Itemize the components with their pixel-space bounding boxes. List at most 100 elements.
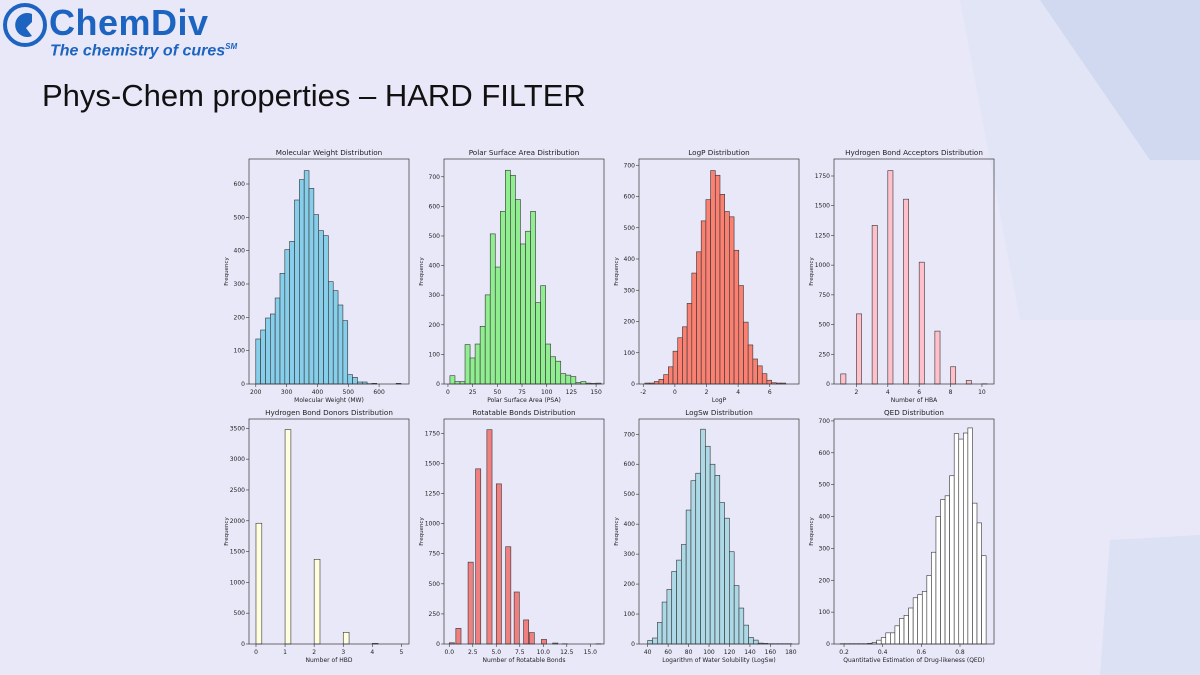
x-tick-label: 5.0 <box>491 649 501 656</box>
y-tick-label: 500 <box>624 225 636 232</box>
y-tick-label: 300 <box>429 292 441 299</box>
histogram-bar <box>303 170 310 385</box>
histogram-bar <box>289 241 295 385</box>
y-tick-label: 0 <box>436 381 440 388</box>
histogram-svg: Polar Surface Area Distribution 0 25 50 75 10… <box>419 148 605 404</box>
histogram-bar <box>672 350 679 385</box>
plot-frame <box>833 418 995 645</box>
x-tick-label: 0 <box>673 389 677 396</box>
x-tick-label: 4 <box>886 389 890 396</box>
histogram-bar <box>475 468 482 645</box>
y-tick-label: 0 <box>241 641 245 648</box>
chart-title: QED Distribution <box>884 408 944 417</box>
histogram-bar <box>255 522 263 645</box>
histogram-bar <box>903 615 909 645</box>
y-tick-label: 1000 <box>425 521 440 528</box>
x-tick-label: 10 <box>978 389 986 396</box>
histogram-bar <box>467 561 474 645</box>
y-tick-label: 500 <box>234 610 246 617</box>
chart-title: LogP Distribution <box>688 148 749 157</box>
x-tick-label: 120 <box>724 649 736 656</box>
histogram-bar <box>652 637 658 645</box>
plot-frame <box>443 418 605 645</box>
y-tick-label: 700 <box>624 431 636 438</box>
histogram-bar <box>464 344 471 385</box>
histogram-bar <box>279 273 286 385</box>
histogram-chart: LogP Distribution -2 0 2 4 6 0 100 200 300 400 500 6… <box>609 145 804 407</box>
histogram-chart: Polar Surface Area Distribution 0 25 50 75 10… <box>414 145 609 407</box>
y-tick-label: 1250 <box>425 491 440 498</box>
histogram-bar <box>958 438 964 645</box>
x-tick-label: 25 <box>469 389 477 396</box>
histogram-bar <box>887 170 894 385</box>
histogram-bar <box>525 230 531 385</box>
y-tick-label: 500 <box>234 214 246 221</box>
y-tick-label: 700 <box>429 174 441 181</box>
x-tick-label: 15.0 <box>584 649 598 656</box>
plot-frame <box>833 158 995 385</box>
x-tick-label: 0.8 <box>955 649 965 656</box>
histogram-bar <box>890 632 896 645</box>
histogram-bar <box>714 174 721 385</box>
y-tick-label: 500 <box>624 491 636 498</box>
histogram-bar <box>666 589 673 645</box>
chart-title: Hydrogen Bond Donors Distribution <box>265 408 393 417</box>
histogram-bar <box>469 357 476 385</box>
histogram-bar <box>681 544 687 645</box>
histogram-bar <box>274 297 281 385</box>
histogram-chart: QED Distribution 0.2 0.4 0.6 0.8 0 100 200 300 40… <box>804 405 999 667</box>
histogram-bar <box>454 381 461 385</box>
y-tick-label: 250 <box>429 611 441 618</box>
y-tick-label: 600 <box>429 203 441 210</box>
x-tick-label: 2 <box>312 649 316 656</box>
histogram-bar <box>719 194 725 385</box>
y-tick-label: 2500 <box>230 487 245 494</box>
x-tick-label: 4 <box>736 389 740 396</box>
x-tick-label: 2 <box>855 389 859 396</box>
plot-frame <box>443 158 605 385</box>
histogram-bar <box>696 251 702 385</box>
y-tick-label: 1500 <box>425 460 440 467</box>
histogram-bar <box>976 522 982 645</box>
histogram-bar <box>459 381 466 385</box>
histogram-bar <box>876 639 882 645</box>
x-tick-label: 40 <box>644 649 652 656</box>
y-tick-label: 1500 <box>815 203 830 210</box>
histogram-bar <box>908 607 914 645</box>
y-tick-label: 0 <box>241 381 245 388</box>
y-tick-label: 400 <box>624 256 636 263</box>
x-tick-label: 180 <box>785 649 797 656</box>
x-tick-label: 300 <box>281 389 293 396</box>
histogram-bar <box>449 375 456 385</box>
x-tick-label: 100 <box>541 389 553 396</box>
histogram-bar <box>260 329 266 385</box>
x-tick-label: 12.5 <box>560 649 574 656</box>
histogram-bar <box>931 551 937 645</box>
histogram-bar <box>729 216 735 385</box>
y-tick-label: 750 <box>429 551 441 558</box>
y-tick-label: 3500 <box>230 425 245 432</box>
y-tick-label: 300 <box>624 287 636 294</box>
y-tick-label: 500 <box>819 482 831 489</box>
y-tick-label: 750 <box>819 292 831 299</box>
histogram-bar <box>513 591 520 645</box>
plot-frame <box>248 158 410 385</box>
x-tick-label: 4 <box>370 649 374 656</box>
tagline-text: The chemistry of cures <box>50 42 226 60</box>
histogram-bar <box>709 463 716 645</box>
histogram-bar <box>570 376 577 385</box>
histogram-bar <box>541 639 547 645</box>
histogram-bar <box>545 343 551 385</box>
histogram-bar <box>494 266 501 385</box>
histogram-bar <box>555 360 562 385</box>
chemdiv-logo: ChemDiv The chemistry of curesSM <box>2 2 237 62</box>
x-tick-label: 100 <box>703 649 715 656</box>
x-tick-label: 2 <box>705 389 709 396</box>
x-tick-label: 500 <box>343 389 355 396</box>
y-tick-label: 200 <box>624 319 636 326</box>
histogram-bar <box>700 220 707 385</box>
histogram-bar <box>733 585 740 645</box>
histogram-bar <box>661 601 668 645</box>
